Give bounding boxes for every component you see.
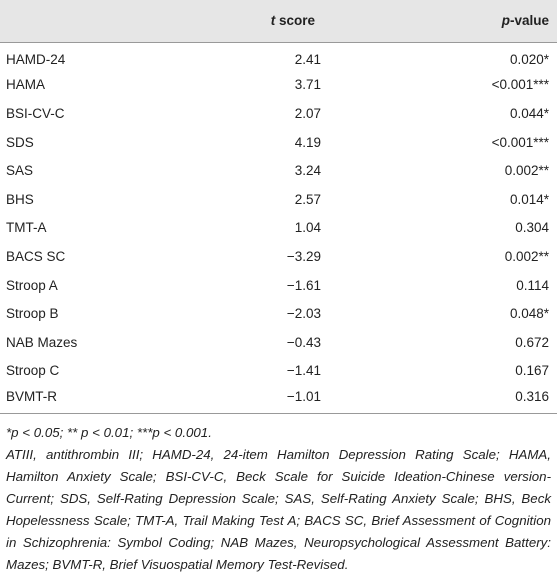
row-label: Stroop A: [6, 277, 58, 293]
row-label: HAMA: [6, 77, 46, 93]
table-notes: *p < 0.05; ** p < 0.01; ***p < 0.001. AT…: [0, 414, 557, 576]
cell: 0.672: [515, 334, 549, 350]
table-row: BACS SC −3.29 0.002**: [0, 242, 557, 271]
cell: 2.41: [294, 52, 321, 68]
cell: 3.71: [294, 77, 321, 93]
table-row: HAMD-24 2.41 0.020*: [0, 42, 557, 71]
cell: −1.01: [194, 385, 329, 415]
row-label: BACS SC: [6, 248, 66, 264]
cell: 4.19: [294, 134, 321, 150]
row-label: BSI-CV-C: [6, 105, 65, 121]
cell: <0.001***: [491, 134, 549, 150]
row-label: SDS: [6, 134, 34, 150]
row-label: BVMT-R: [0, 385, 194, 415]
row-label: Stroop C: [6, 363, 60, 379]
row-label: TMT-A: [6, 220, 47, 236]
cell: 0.014*: [509, 191, 549, 207]
table-row: Stroop B −2.03 0.048*: [0, 299, 557, 328]
header-text: -value: [509, 13, 549, 29]
cell: −1.61: [286, 277, 321, 293]
table-row: BVMT-R −1.01 0.316: [0, 385, 557, 415]
table-row: SAS 3.24 0.002**: [0, 156, 557, 185]
cell: −3.29: [286, 248, 321, 264]
table-body: HAMD-24 2.41 0.020* HAMA 3.71 <0.001*** BSI-CV…: [0, 42, 557, 415]
table-row: SDS 4.19 <0.001***: [0, 128, 557, 157]
cell: −2.03: [286, 306, 321, 322]
header-empty: [0, 0, 194, 43]
cell: 2.07: [294, 105, 321, 121]
cell: 3.24: [294, 163, 321, 179]
cell: <0.001***: [491, 77, 549, 93]
table-row: BHS 2.57 0.014*: [0, 185, 557, 214]
cell: 1.04: [294, 220, 321, 236]
header-cell: t score: [194, 0, 329, 43]
table-row: NAB Mazes −0.43 0.672: [0, 328, 557, 357]
row-label: HAMD-24: [6, 52, 66, 68]
header-row: t score p-value: [0, 0, 557, 43]
table-row: Stroop A −1.61 0.114: [0, 271, 557, 300]
table-header: t score p-value: [0, 0, 557, 43]
significance-note: *p < 0.05; ** p < 0.01; ***p < 0.001.: [6, 425, 212, 441]
header-cell: p-value: [329, 0, 557, 43]
table-row: HAMA 3.71 <0.001***: [0, 71, 557, 100]
cell: 0.002**: [504, 248, 549, 264]
table-row: TMT-A 1.04 0.304: [0, 214, 557, 243]
row-label: SAS: [6, 163, 34, 179]
cell: 0.048*: [509, 306, 549, 322]
results-table: t score p-value HAMD-24 2.41 0.020* HAMA 3.7…: [0, 0, 557, 415]
cell: 0.167: [515, 363, 549, 379]
abbreviation-note: ATIII, antithrombin III; HAMD-24, 24-ite…: [6, 447, 551, 573]
cell: −1.41: [286, 363, 321, 379]
row-label: BHS: [6, 191, 34, 207]
cell: 2.57: [294, 191, 321, 207]
header-italic: p: [501, 13, 510, 29]
cell: 0.114: [516, 277, 549, 293]
cell: 0.020*: [509, 52, 549, 68]
row-label: Stroop B: [6, 306, 59, 322]
cell: −0.43: [286, 334, 321, 350]
cell: 0.002**: [504, 163, 549, 179]
cell: 0.304: [515, 220, 549, 236]
table-row: BSI-CV-C 2.07 0.044*: [0, 99, 557, 128]
cell: 0.316: [329, 385, 557, 415]
cell: 0.044*: [509, 105, 549, 121]
table-row: Stroop C −1.41 0.167: [0, 357, 557, 386]
row-label: NAB Mazes: [6, 334, 78, 350]
header-italic: t: [270, 13, 276, 29]
header-text: score: [278, 13, 315, 29]
